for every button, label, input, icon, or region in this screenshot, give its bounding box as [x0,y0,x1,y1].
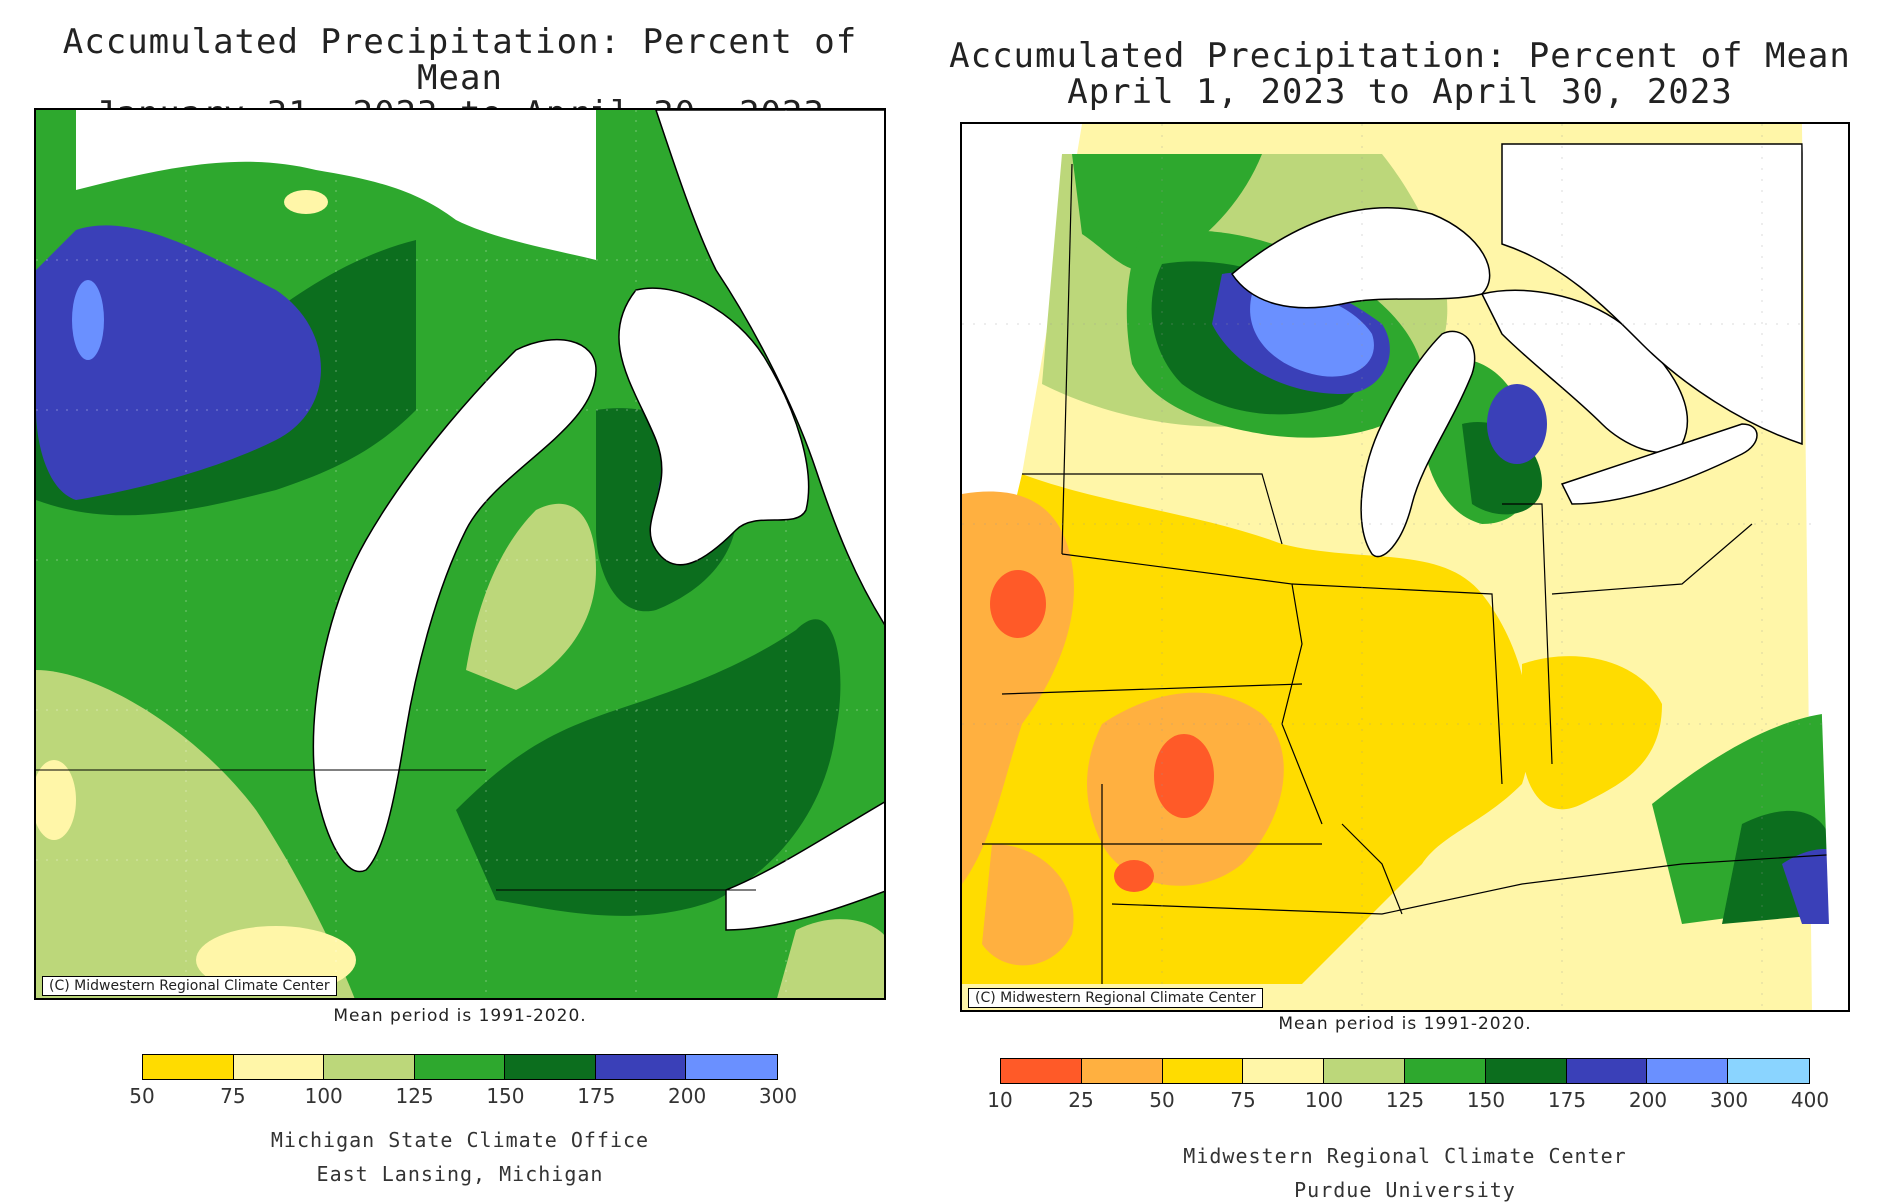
right-state-borders [982,163,1843,984]
left-credit: Michigan State Climate Office East Lansi… [34,1128,886,1186]
right-lake-michigan [1360,330,1476,558]
right-outside-right-edge [1802,124,1848,1010]
left-color-legend [142,1054,778,1080]
right-zone-125-150-nw [1072,154,1262,271]
legend-swatch [1647,1059,1729,1083]
right-lake-erie [1560,423,1758,505]
legend-tick-label: 150 [486,1084,525,1108]
legend-tick-label: 125 [395,1084,434,1108]
left-lake-michigan [312,338,597,873]
legend-swatch [324,1055,415,1079]
right-zone-10-25-c [1114,860,1154,892]
left-zone-100-125-mi [466,503,596,690]
legend-tick-label: 100 [304,1084,343,1108]
right-zone-10-25-b [990,570,1046,638]
left-map-panel: Accumulated Precipitation: Percent of Me… [0,0,900,1200]
right-zone-200-300-superior [1250,291,1374,377]
left-zone-75-100-keweenaw [284,190,328,214]
legend-swatch [1001,1059,1082,1083]
left-title-line-1: Accumulated Precipitation: Percent of Me… [62,22,858,98]
legend-swatch [505,1055,596,1079]
legend-tick-label: 25 [1068,1088,1094,1112]
legend-swatch [1566,1059,1648,1083]
right-map-title: Accumulated Precipitation: Percent of Me… [930,38,1870,110]
legend-tick-label: 300 [758,1084,798,1108]
right-zone-175-200-mi [1487,384,1547,464]
right-zone-10-25-a [1154,734,1214,818]
left-ontario-region [655,110,884,626]
legend-swatch [1162,1059,1244,1083]
left-grid [36,110,884,998]
legend-tick-label: 125 [1385,1088,1425,1112]
left-zone-175-200-nw [36,225,321,500]
left-credit-line-1: Michigan State Climate Office [270,1128,650,1152]
legend-tick-label: 300 [1709,1088,1749,1112]
legend-swatch [1485,1059,1567,1083]
right-map-panel: Accumulated Precipitation: Percent of Me… [930,0,1879,1202]
legend-swatch [1404,1059,1486,1083]
left-zone-150-175-east [456,619,841,916]
legend-swatch [595,1055,687,1079]
right-mean-period-note: Mean period is 1991-2020. [1278,1014,1532,1034]
right-zone-25-50-west [962,491,1074,884]
left-lake-erie [725,801,884,931]
legend-tick-label: 50 [129,1084,155,1108]
left-credit-line-2: East Lansing, Michigan [316,1162,604,1186]
right-title-line-2: April 1, 2023 to April 30, 2023 [1067,72,1733,112]
left-zone-200-300-west [72,280,104,360]
legend-swatch [1324,1059,1405,1083]
legend-tick-label: 175 [577,1084,616,1108]
right-title-line-1: Accumulated Precipitation: Percent of Me… [949,36,1851,76]
legend-swatch [143,1055,234,1079]
left-mean-period-note: Mean period is 1991-2020. [333,1006,587,1026]
right-credit-line-2: Purdue University [1294,1178,1516,1202]
legend-tick-label: 200 [668,1084,707,1108]
legend-swatch [1728,1059,1809,1083]
left-lake-huron [618,287,810,566]
left-map-canvas [36,110,884,998]
legend-swatch [1081,1059,1163,1083]
legend-tick-label: 10 [987,1088,1013,1112]
legend-tick-label: 75 [220,1084,246,1108]
legend-tick-label: 75 [1230,1088,1256,1112]
right-zone-50-75-east [1522,656,1662,810]
left-zone-100-125-sw [36,670,355,998]
legend-tick-label: 400 [1790,1088,1830,1112]
legend-swatch [233,1055,325,1079]
right-precip-map: (C) Midwestern Regional Climate Center [960,122,1850,1012]
right-ontario-region [1501,143,1803,446]
legend-tick-label: 175 [1547,1088,1587,1112]
legend-swatch [686,1055,777,1079]
left-lake-superior [76,110,596,260]
left-copyright: (C) Midwestern Regional Climate Center [42,976,337,996]
right-copyright: (C) Midwestern Regional Climate Center [968,988,1263,1008]
right-credit-line-1: Midwestern Regional Climate Center [1183,1144,1627,1168]
legend-tick-label: 50 [1149,1088,1175,1112]
legend-tick-label: 200 [1628,1088,1668,1112]
right-zone-25-50-sw [982,844,1074,966]
left-zone-75-100-west [36,760,76,840]
right-lake-superior [1231,207,1491,309]
legend-swatch [1243,1059,1325,1083]
legend-tick-label: 100 [1304,1088,1344,1112]
left-zone-100-125-se [777,919,884,998]
left-precip-map: (C) Midwestern Regional Climate Center [34,108,886,1000]
right-color-legend [1000,1058,1810,1084]
legend-swatch [414,1055,506,1079]
right-credit: Midwestern Regional Climate Center Purdu… [960,1144,1850,1202]
right-map-canvas [962,124,1848,1010]
legend-tick-label: 150 [1466,1088,1506,1112]
